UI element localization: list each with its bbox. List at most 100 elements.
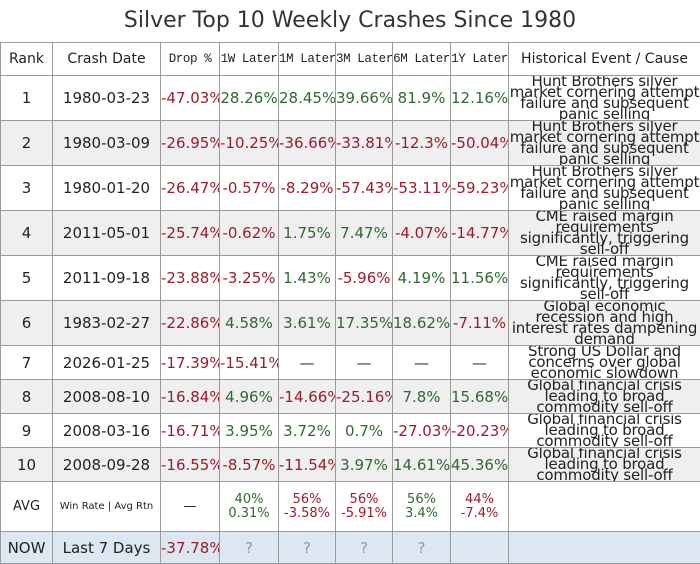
event-cell: Hunt Brothers silver market cornering at…: [509, 76, 700, 121]
rank-cell: 8: [1, 380, 53, 414]
avg-sublabel: Win Rate | Avg Rtn: [53, 482, 161, 532]
3m-cell: —: [336, 346, 393, 380]
6m-cell: -4.07%: [393, 211, 451, 256]
date-cell: 1980-03-23: [53, 76, 161, 121]
now-pending-cell: ?: [336, 532, 393, 564]
event-cell: Global financial crisis leading to broad…: [509, 448, 700, 482]
drop-cell: -26.95%: [161, 121, 220, 166]
avg-return: -3.58%: [279, 507, 335, 521]
1w-cell: -8.57%: [220, 448, 279, 482]
3m-cell: -57.43%: [336, 166, 393, 211]
rank-cell: 7: [1, 346, 53, 380]
event-cell: Global economic recession and high inter…: [509, 301, 700, 346]
1w-cell: 28.26%: [220, 76, 279, 121]
date-cell: 1980-03-09: [53, 121, 161, 166]
6m-cell: 7.8%: [393, 380, 451, 414]
1m-cell: 1.43%: [279, 256, 336, 301]
1w-cell: -3.25%: [220, 256, 279, 301]
rank-cell: 4: [1, 211, 53, 256]
header-3m: 3M Later: [336, 43, 393, 76]
drop-cell: -47.03%: [161, 76, 220, 121]
1m-cell: -14.66%: [279, 380, 336, 414]
6m-cell: 18.62%: [393, 301, 451, 346]
rank-cell: 3: [1, 166, 53, 211]
1m-cell: -36.66%: [279, 121, 336, 166]
6m-cell: -12.3%: [393, 121, 451, 166]
1w-cell: -10.25%: [220, 121, 279, 166]
1y-cell: -7.11%: [451, 301, 509, 346]
avg-stat-cell: 44%-7.4%: [451, 482, 509, 532]
drop-cell: -23.88%: [161, 256, 220, 301]
date-cell: 1980-01-20: [53, 166, 161, 211]
date-cell: 2008-03-16: [53, 414, 161, 448]
date-cell: 1983-02-27: [53, 301, 161, 346]
1y-cell: 12.16%: [451, 76, 509, 121]
page-title: Silver Top 10 Weekly Crashes Since 1980: [0, 0, 700, 42]
win-rate: 56%: [336, 493, 392, 507]
now-pending-cell: ?: [279, 532, 336, 564]
1m-cell: -11.54%: [279, 448, 336, 482]
1m-cell: 3.61%: [279, 301, 336, 346]
drop-cell: -25.74%: [161, 211, 220, 256]
6m-cell: 81.9%: [393, 76, 451, 121]
1y-cell: -59.23%: [451, 166, 509, 211]
avg-stat-cell: 40%0.31%: [220, 482, 279, 532]
date-cell: 2008-08-10: [53, 380, 161, 414]
event-cell: CME raised margin requirements significa…: [509, 211, 700, 256]
rank-cell: 5: [1, 256, 53, 301]
drop-cell: -16.84%: [161, 380, 220, 414]
avg-stat-cell: 56%3.4%: [393, 482, 451, 532]
event-cell: Global financial crisis leading to broad…: [509, 414, 700, 448]
header-1y: 1Y Later: [451, 43, 509, 76]
drop-cell: -22.86%: [161, 301, 220, 346]
event-cell: Hunt Brothers silver market cornering at…: [509, 166, 700, 211]
avg-return: -5.91%: [336, 507, 392, 521]
win-rate: 44%: [451, 493, 508, 507]
3m-cell: -5.96%: [336, 256, 393, 301]
header-row: Rank Crash Date Drop % 1W Later 1M Later…: [1, 43, 700, 76]
1y-cell: -14.77%: [451, 211, 509, 256]
6m-cell: 4.19%: [393, 256, 451, 301]
now-pending-cell: ?: [220, 532, 279, 564]
avg-return: 3.4%: [393, 507, 450, 521]
win-rate: 40%: [220, 493, 278, 507]
6m-cell: 14.61%: [393, 448, 451, 482]
now-pending-cell: ?: [393, 532, 451, 564]
3m-cell: 7.47%: [336, 211, 393, 256]
1m-cell: 3.72%: [279, 414, 336, 448]
1y-cell: -50.04%: [451, 121, 509, 166]
avg-label: AVG: [1, 482, 53, 532]
now-pending-cell: [451, 532, 509, 564]
now-period: Last 7 Days: [53, 532, 161, 564]
now-event-cell: [509, 532, 700, 564]
3m-cell: 0.7%: [336, 414, 393, 448]
event-cell: CME raised margin requirements significa…: [509, 256, 700, 301]
1y-cell: —: [451, 346, 509, 380]
1y-cell: 45.36%: [451, 448, 509, 482]
header-rank: Rank: [1, 43, 53, 76]
rank-cell: 6: [1, 301, 53, 346]
event-cell: Hunt Brothers silver market cornering at…: [509, 121, 700, 166]
1w-cell: 4.96%: [220, 380, 279, 414]
win-rate: 56%: [393, 493, 450, 507]
avg-event-cell: [509, 482, 700, 532]
1w-cell: 3.95%: [220, 414, 279, 448]
drop-cell: -17.39%: [161, 346, 220, 380]
1m-cell: 28.45%: [279, 76, 336, 121]
rank-cell: 9: [1, 414, 53, 448]
avg-drop-cell: —: [161, 482, 220, 532]
avg-return: 0.31%: [220, 507, 278, 521]
3m-cell: 3.97%: [336, 448, 393, 482]
1m-cell: —: [279, 346, 336, 380]
avg-stat-cell: 56%-5.91%: [336, 482, 393, 532]
date-cell: 2008-09-28: [53, 448, 161, 482]
date-cell: 2026-01-25: [53, 346, 161, 380]
avg-stat-cell: 56%-3.58%: [279, 482, 336, 532]
